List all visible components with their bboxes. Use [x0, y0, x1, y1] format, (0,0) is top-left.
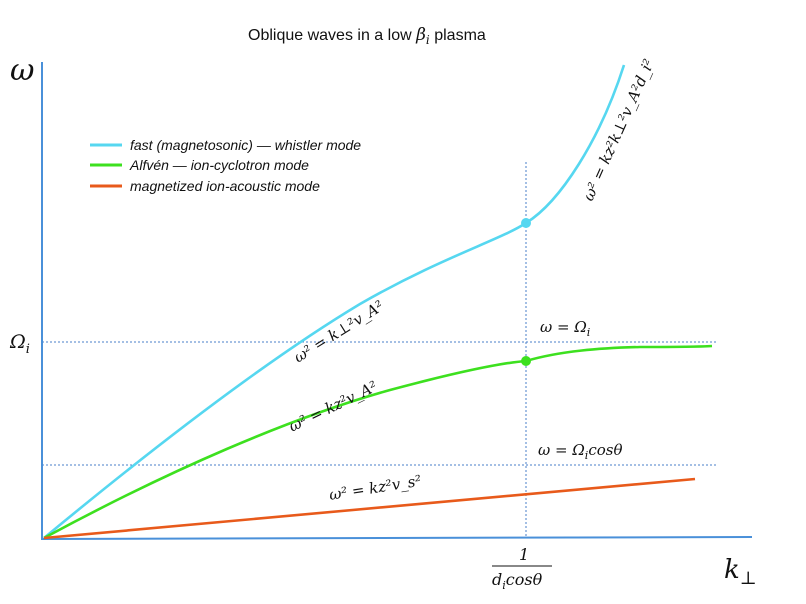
- fast-dispersion-label: ω² = k⊥²v_A²: [291, 297, 387, 367]
- omega-i-tick-label: Ωi: [9, 331, 30, 357]
- legend-label-alfven: Alfvén — ion-cyclotron mode: [129, 157, 309, 173]
- omega-equals-omega-i-cos-label: ω = Ωicosθ: [538, 441, 622, 462]
- acoustic-dispersion-label: ω² = kz²v_s²: [328, 472, 423, 504]
- x-axis-label: k⊥: [724, 555, 757, 589]
- diagram-title: Oblique waves in a low βi plasma: [248, 25, 486, 47]
- legend: fast (magnetosonic) — whistler mode Alfv…: [90, 137, 361, 194]
- fast-whistler-curve: [43, 64, 626, 540]
- alfven-ion-cyclotron-curve: [43, 344, 713, 540]
- fast-mode-marker: [521, 218, 531, 228]
- alfven-mode-marker: [521, 356, 531, 366]
- y-axis-label: ω: [10, 53, 34, 88]
- x-axis: [41, 536, 753, 540]
- ion-acoustic-curve: [43, 477, 696, 540]
- legend-label-fast: fast (magnetosonic) — whistler mode: [130, 137, 361, 153]
- alfven-dispersion-label: ω² = kz²v_A²: [286, 377, 380, 435]
- k-tick-denominator: dicosθ: [492, 570, 543, 592]
- omega-equals-omega-i-label: ω = Ωi: [540, 318, 590, 339]
- legend-label-acoustic: magnetized ion-acoustic mode: [130, 178, 320, 194]
- k-tick-numerator: 1: [519, 545, 529, 564]
